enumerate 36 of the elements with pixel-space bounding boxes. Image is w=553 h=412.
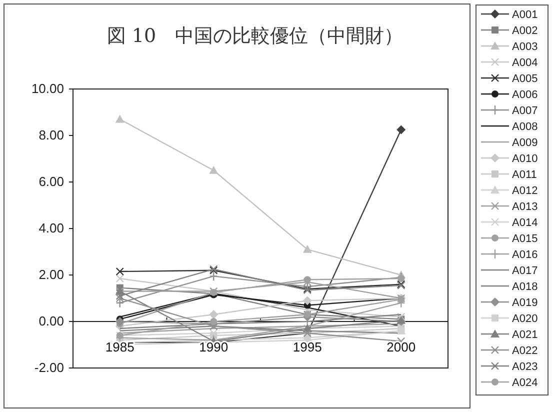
legend-label: A024 bbox=[512, 377, 538, 389]
legend-label: A019 bbox=[512, 297, 538, 309]
legend-label: A023 bbox=[512, 361, 538, 373]
legend-label: A010 bbox=[512, 153, 538, 165]
y-tick-label: 10.00 bbox=[31, 81, 64, 96]
x-tick-label: 1990 bbox=[199, 340, 228, 354]
legend-label: A014 bbox=[512, 217, 538, 229]
legend-label: A007 bbox=[512, 105, 538, 117]
y-tick-label: 2.00 bbox=[38, 267, 64, 282]
x-tick-label: 1985 bbox=[105, 340, 134, 354]
legend-label: A018 bbox=[512, 281, 538, 293]
y-tick-label: -2.00 bbox=[34, 360, 64, 375]
x-tick-label: 2000 bbox=[386, 340, 416, 354]
legend-label: A008 bbox=[512, 121, 538, 133]
y-tick-label: 6.00 bbox=[38, 174, 64, 189]
legend-label: A005 bbox=[512, 73, 538, 85]
chart-title: 図 10 中国の比較優位（中間財） bbox=[106, 25, 404, 47]
y-tick-label: 0.00 bbox=[38, 314, 64, 328]
legend-label: A013 bbox=[512, 201, 538, 213]
legend-label: A020 bbox=[512, 313, 538, 325]
legend-label: A002 bbox=[512, 25, 538, 37]
legend-label: A004 bbox=[512, 57, 538, 69]
legend-label: A021 bbox=[512, 329, 538, 341]
x-tick-label: 1995 bbox=[292, 340, 322, 354]
legend-label: A001 bbox=[512, 9, 538, 21]
legend-label: A003 bbox=[512, 41, 538, 53]
legend-label: A009 bbox=[512, 137, 538, 149]
legend-label: A022 bbox=[512, 345, 538, 357]
legend-label: A015 bbox=[512, 233, 538, 245]
y-tick-label: 4.00 bbox=[38, 220, 64, 236]
legend-label: A006 bbox=[512, 89, 538, 101]
legend-label: A016 bbox=[512, 249, 538, 261]
y-tick-label: 8.00 bbox=[38, 128, 64, 142]
legend-label: A017 bbox=[512, 265, 538, 277]
legend-label: A012 bbox=[512, 185, 538, 197]
legend-label: A011 bbox=[512, 169, 537, 181]
